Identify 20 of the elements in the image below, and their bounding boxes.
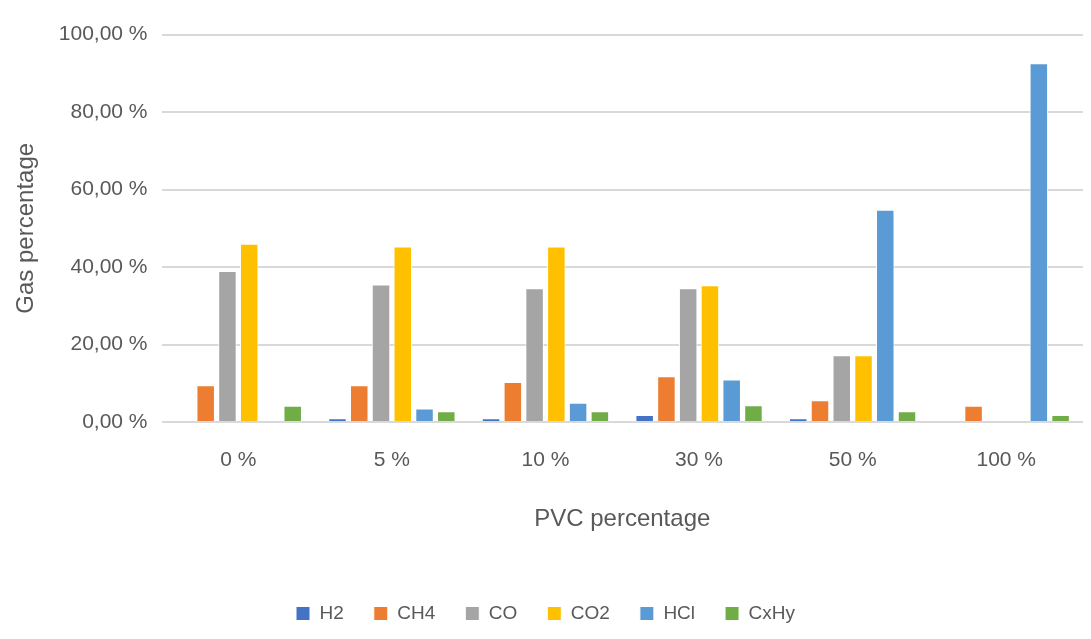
x-tick-label: 0 % [220,447,257,471]
x-tick-label: 100 % [976,447,1036,471]
legend-label: H2 [319,601,344,623]
y-tick-label: 80,00 % [70,98,148,122]
x-tick-label: 5 % [373,447,410,471]
legend-label: CxHy [748,601,796,623]
legend-label: CH4 [397,601,436,623]
legend-label: HCl [663,601,696,623]
x-tick-label: 30 % [675,447,723,471]
legend-label: CO2 [570,601,610,623]
legend-label: CO [488,601,518,623]
x-axis-title: PVC percentage [534,504,711,532]
y-tick-label: 40,00 % [70,253,148,277]
x-tick-label: 10 % [521,447,570,471]
y-tick-label: 20,00 % [70,331,148,355]
y-tick-label: 100,00 % [58,21,148,45]
y-tick-label: 60,00 % [70,176,148,200]
y-axis-title: Gas percentage [11,142,39,314]
x-tick-label: 50 % [828,447,877,471]
y-tick-label: 0,00 % [82,408,148,432]
